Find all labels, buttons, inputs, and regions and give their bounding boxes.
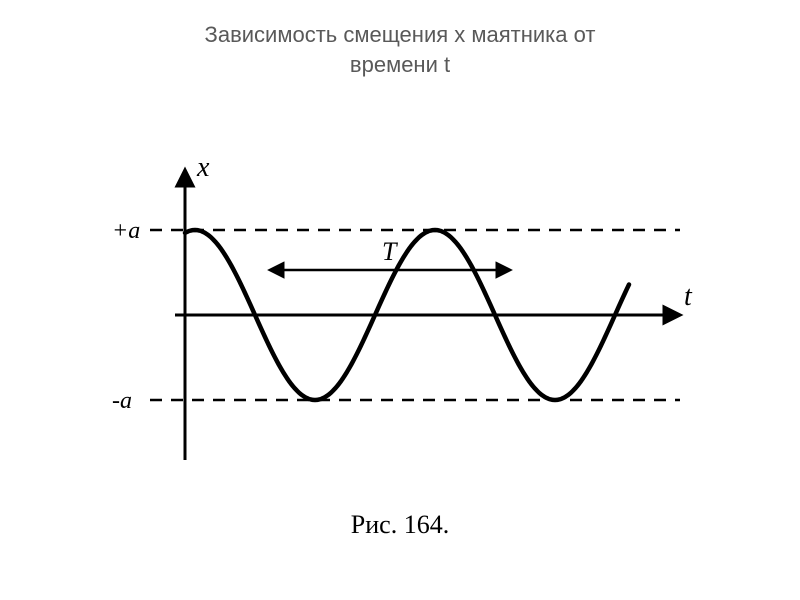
chart-svg: x t +a -a T (90, 120, 710, 500)
amp-label-neg: -a (112, 388, 132, 414)
page-title: Зависимость смещения x маятника от време… (0, 20, 800, 79)
x-axis-label: t (684, 281, 693, 312)
period-label: T (382, 237, 398, 266)
amp-label-pos: +a (112, 218, 140, 244)
figure-caption: Рис. 164. (0, 510, 800, 540)
page: Зависимость смещения x маятника от време… (0, 0, 800, 600)
sine-chart: x t +a -a T (90, 120, 710, 500)
y-axis-label: x (196, 152, 210, 183)
